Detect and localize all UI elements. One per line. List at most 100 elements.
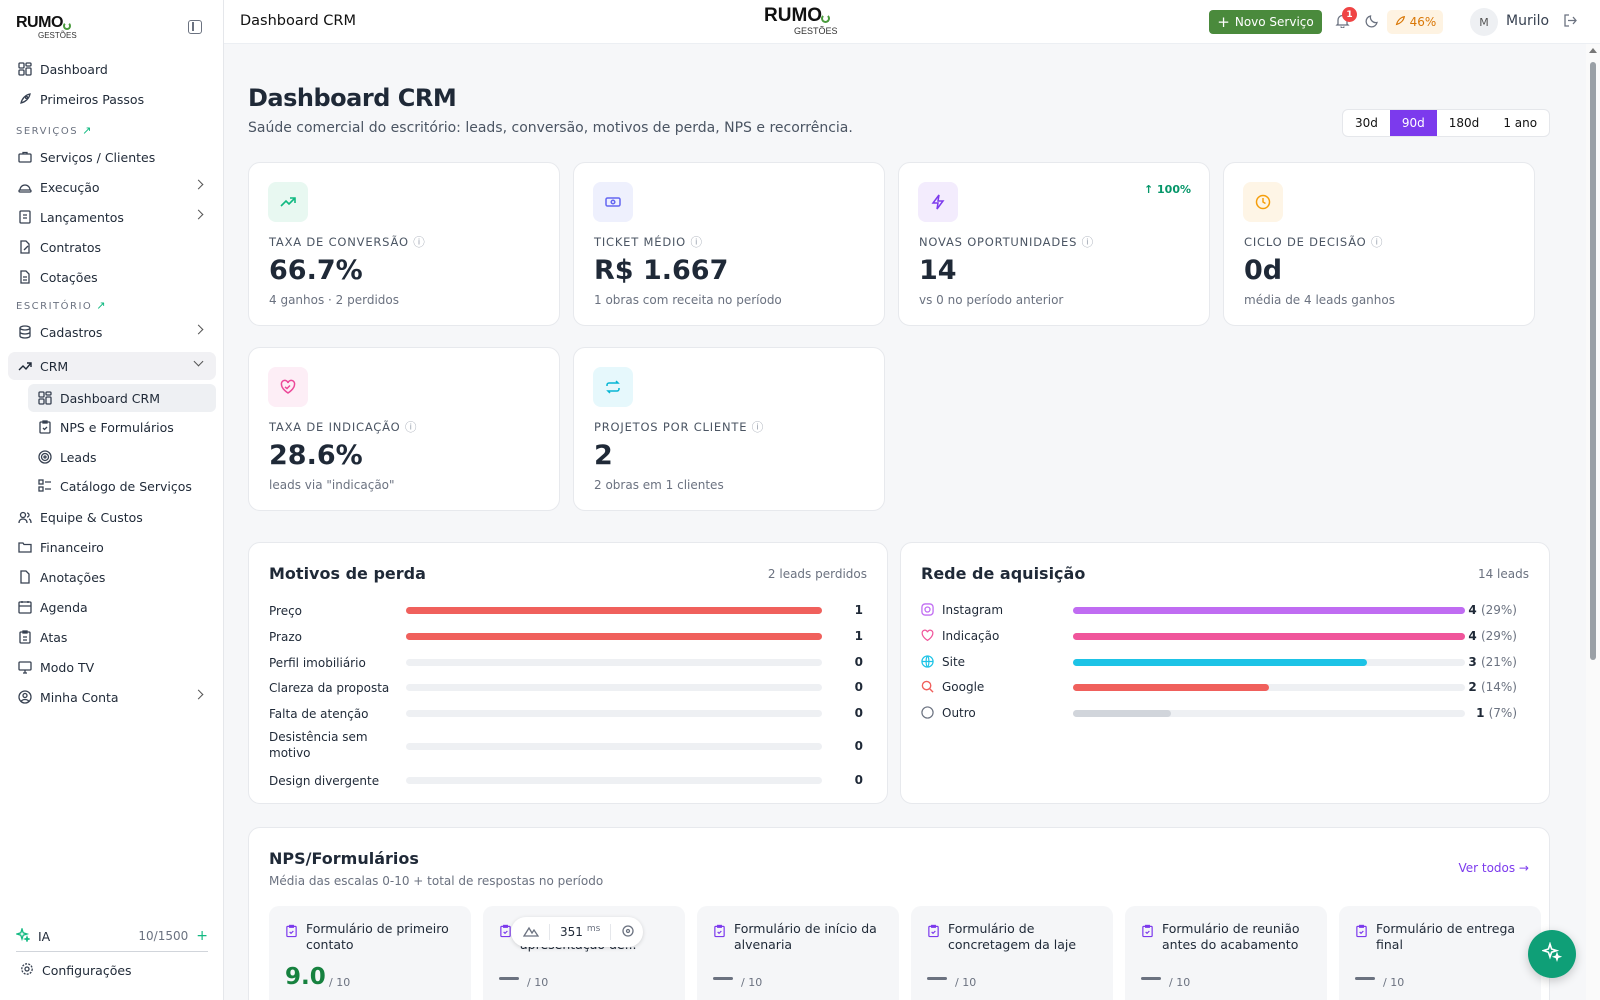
sidebar-item-minha-conta[interactable]: Minha Conta — [8, 683, 216, 711]
arrow-up-right-icon: ↗ — [96, 299, 108, 312]
perf-value: 351 — [560, 925, 583, 939]
bar-fill — [406, 607, 822, 614]
loss-reason-row: Preço 1 — [269, 601, 865, 619]
logo[interactable]: RUMO GESTÕES — [16, 14, 77, 40]
acquisition-percent: (14%) — [1480, 680, 1517, 694]
nps-form-title: Formulário de concretagem da laje — [948, 921, 1077, 952]
ai-assistant-button[interactable] — [1528, 930, 1576, 978]
sidebar-item-execucao[interactable]: Execução — [8, 173, 216, 201]
sidebar-subitem-dashboard-crm[interactable]: Dashboard CRM — [28, 384, 216, 412]
sidebar-subitem-leads[interactable]: Leads — [28, 443, 216, 471]
loss-reason-label: Falta de atenção — [269, 707, 369, 721]
perf-widget[interactable]: 351 ms — [511, 917, 643, 947]
period-30d[interactable]: 30d — [1355, 116, 1378, 130]
sidebar-item-label: Equipe & Custos — [40, 509, 143, 525]
progress-badge[interactable]: 46% — [1387, 10, 1443, 34]
divider — [610, 924, 612, 940]
sidebar-item-equipe[interactable]: Equipe & Custos — [8, 503, 216, 531]
clock-icon — [1243, 182, 1283, 222]
bar-fill — [406, 633, 822, 640]
panel-title: Motivos de perda — [269, 564, 426, 583]
sidebar-item-servicos-clientes[interactable]: Serviços / Clientes — [8, 143, 216, 171]
kpi-label: TAXA DE CONVERSÃO ⓘ — [269, 235, 426, 249]
acquisition-count: 2 — [1468, 680, 1481, 694]
sidebar-item-agenda[interactable]: Agenda — [8, 593, 216, 621]
sidebar-item-label: Dashboard CRM — [60, 390, 160, 406]
layout-grid-icon — [18, 62, 32, 76]
nps-form-card[interactable]: Formulário de concretagem da laje / 10 — [911, 906, 1113, 1000]
loss-reason-row: Perfil imobiliário 0 — [269, 653, 865, 671]
scroll-up-icon[interactable] — [1589, 48, 1597, 53]
acquisition-count: 3 — [1468, 655, 1481, 669]
period-90d[interactable]: 90d — [1389, 110, 1437, 136]
nps-form-empty-score — [927, 977, 947, 980]
loss-reason-value: 0 — [854, 706, 863, 720]
rocket-icon — [1394, 15, 1406, 30]
add-ia-credits-button[interactable]: + — [196, 928, 208, 944]
acquisition-row: Outro 1 (7%) — [921, 704, 1517, 722]
avatar[interactable]: M — [1470, 8, 1498, 36]
nps-form-card[interactable]: Formulário de entrega final / 10 — [1339, 906, 1541, 1000]
acquisition-row: Site 3 (21%) — [921, 653, 1517, 671]
loss-reason-row: Design divergente 0 — [269, 771, 865, 789]
chevron-right-icon — [193, 209, 204, 220]
sidebar-item-cotacoes[interactable]: Cotações — [8, 263, 216, 291]
nps-form-card[interactable]: Formulário de reunião antes do acabament… — [1125, 906, 1327, 1000]
scrollbar[interactable] — [1586, 44, 1600, 1000]
trending-up-icon — [18, 359, 32, 373]
settings-link[interactable]: Configurações — [20, 962, 132, 979]
sidebar-subitem-catalogo[interactable]: Catálogo de Serviços — [28, 472, 216, 500]
nps-form-empty-score — [713, 977, 733, 980]
sidebar-item-crm[interactable]: CRM — [8, 352, 216, 380]
file-text-icon — [18, 270, 32, 284]
view-all-link[interactable]: Ver todos → — [1458, 861, 1529, 875]
sidebar-item-cadastros[interactable]: Cadastros — [8, 318, 216, 346]
new-service-button[interactable]: + Novo Serviço — [1209, 10, 1322, 34]
sidebar-item-contratos[interactable]: Contratos — [8, 233, 216, 261]
section-office: ESCRITÓRIO ↗ — [16, 299, 107, 312]
ia-usage[interactable]: IA 10/1500 + — [14, 925, 208, 947]
section-label: SERVIÇOS — [16, 126, 79, 137]
mountain-icon — [522, 925, 540, 940]
collapse-sidebar-icon[interactable] — [188, 20, 202, 34]
sidebar-item-financeiro[interactable]: Financeiro — [8, 533, 216, 561]
period-1-ano[interactable]: 1 ano — [1503, 116, 1538, 130]
sidebar-item-lancamentos[interactable]: Lançamentos — [8, 203, 216, 231]
loss-reason-row: Clareza da proposta 0 — [269, 678, 865, 696]
sidebar-subitem-nps[interactable]: NPS e Formulários — [28, 413, 216, 441]
user-name[interactable]: Murilo — [1506, 13, 1550, 29]
kpi-card-opportunities: ↑ 100% NOVAS OPORTUNIDADES ⓘ 14 vs 0 no … — [898, 162, 1210, 326]
sidebar-item-dashboard[interactable]: Dashboard — [8, 55, 216, 83]
sidebar-item-anotacoes[interactable]: Anotações — [8, 563, 216, 591]
sidebar-item-primeiros-passos[interactable]: Primeiros Passos — [8, 85, 216, 113]
moon-icon[interactable] — [1365, 13, 1380, 32]
nps-form-card[interactable]: Formulário de primeiro contato 9.0/ 10 — [269, 906, 471, 1000]
period-180d[interactable]: 180d — [1448, 116, 1480, 130]
logo-word: RUMO — [764, 5, 823, 26]
scroll-thumb[interactable] — [1590, 62, 1596, 660]
loss-reason-label: Perfil imobiliário — [269, 656, 366, 670]
kpi-value: R$ 1.667 — [594, 255, 729, 286]
search-icon — [921, 680, 935, 694]
banknote-icon — [593, 182, 633, 222]
sidebar-item-modo-tv[interactable]: Modo TV — [8, 653, 216, 681]
sidebar-item-label: Catálogo de Serviços — [60, 478, 192, 494]
bar-track — [1073, 659, 1465, 666]
acquisition-percent: (29%) — [1480, 629, 1517, 643]
top-logo[interactable]: RUMO GESTÕES — [764, 5, 844, 39]
users-icon — [18, 510, 32, 524]
sidebar-item-atas[interactable]: Atas — [8, 623, 216, 651]
clipboard-check-icon — [927, 924, 940, 942]
kpi-value: 14 — [919, 255, 957, 286]
loss-reason-value: 0 — [854, 739, 863, 753]
crosshair-icon[interactable] — [621, 924, 635, 941]
sidebar-item-label: Modo TV — [40, 659, 95, 675]
logout-icon[interactable] — [1563, 13, 1578, 32]
loss-reason-value: 0 — [854, 773, 863, 787]
info-icon: ⓘ — [1370, 235, 1384, 249]
bar-track — [406, 633, 822, 640]
kpi-card-conversion: TAXA DE CONVERSÃO ⓘ 66.7% 4 ganhos · 2 p… — [248, 162, 560, 326]
nps-form-card[interactable]: Formulário de início da alvenaria / 10 — [697, 906, 899, 1000]
logo-sub: GESTÕES — [794, 26, 838, 36]
sidebar-item-label: Anotações — [40, 569, 106, 585]
